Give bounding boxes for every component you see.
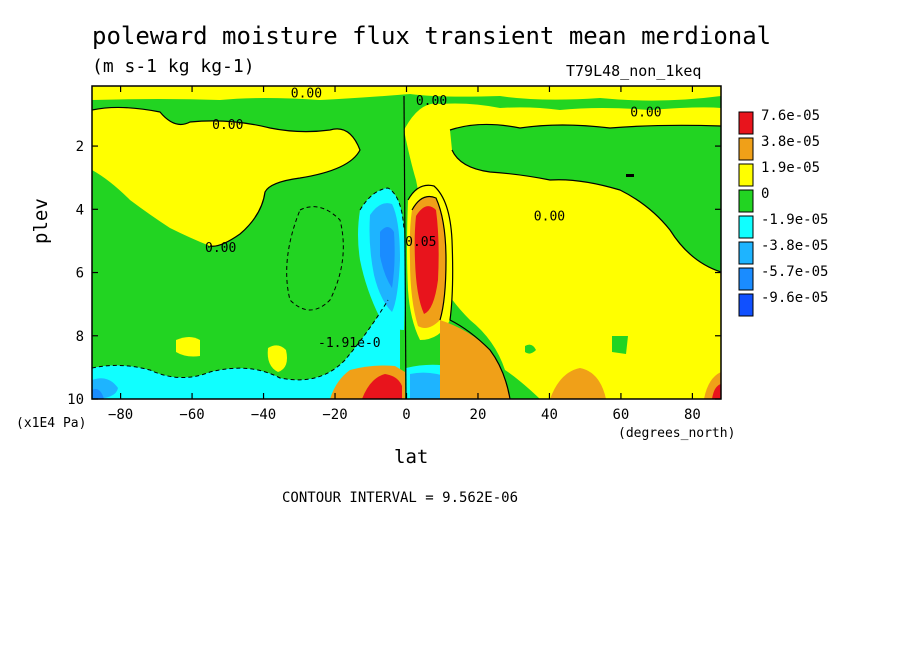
legend-swatch bbox=[738, 293, 754, 317]
legend-swatch bbox=[738, 163, 754, 187]
field-yellow-spot bbox=[267, 345, 287, 372]
contour-label: 0.05 bbox=[405, 235, 436, 250]
contour-lines bbox=[92, 95, 721, 399]
chart-subtitle: (m s-1 kg kg-1) bbox=[92, 56, 255, 77]
legend-swatch bbox=[738, 215, 754, 239]
field-blue-core bbox=[380, 227, 395, 288]
field-red-surface-left bbox=[362, 374, 402, 399]
contour-label: 0.00 bbox=[630, 105, 661, 120]
legend-swatch bbox=[738, 137, 754, 161]
contour-line bbox=[451, 149, 721, 273]
legend-label: -5.7e-05 bbox=[761, 264, 828, 280]
legend-swatch bbox=[738, 267, 754, 291]
field-orange-surface-right bbox=[550, 368, 606, 399]
x-tick-label: −20 bbox=[322, 407, 347, 423]
contour-label: 0.00 bbox=[534, 210, 565, 225]
dashed-contour-line bbox=[92, 299, 389, 381]
contour-label: 0.00 bbox=[291, 86, 322, 101]
run-label: T79L48_non_1keq bbox=[566, 62, 702, 80]
field-blue-corner-deep bbox=[92, 389, 104, 399]
legend-label: 3.8e-05 bbox=[761, 134, 820, 150]
x-ticks: −80 −60 −40 −20 0 20 40 60 80 bbox=[108, 86, 701, 423]
contour-line bbox=[92, 106, 361, 247]
y-tick-label: 8 bbox=[76, 329, 84, 345]
contour-interval-label: CONTOUR INTERVAL = 9.562E-06 bbox=[282, 490, 519, 506]
field-green-dot bbox=[525, 344, 536, 354]
y-ticks: 2 4 6 8 10 bbox=[67, 139, 721, 408]
contour-line bbox=[449, 123, 721, 131]
contour-label: 0.00 bbox=[205, 241, 236, 256]
contour-label: 0.00 bbox=[212, 118, 243, 133]
color-legend: 7.6e-05 3.8e-05 1.9e-05 0 -1.9e-05 -3.8e-05 -5… bbox=[738, 108, 828, 317]
field-yellow-spot bbox=[159, 188, 176, 212]
y-tick-label: 6 bbox=[76, 266, 84, 282]
dashed-contours bbox=[92, 187, 405, 381]
legend-label: 1.9e-05 bbox=[761, 160, 820, 176]
legend-label: -9.6e-05 bbox=[761, 290, 828, 306]
contour-line bbox=[411, 195, 447, 321]
contour-line bbox=[407, 184, 511, 399]
chart-title: poleward moisture flux transient mean me… bbox=[92, 22, 772, 50]
x-axis-label: lat bbox=[394, 446, 429, 468]
x-tick-label: 20 bbox=[470, 407, 487, 423]
field-right-green bbox=[450, 124, 721, 272]
field-green-patch bbox=[612, 336, 628, 354]
x-tick-label: 80 bbox=[684, 407, 701, 423]
legend-label: 0 bbox=[761, 186, 769, 202]
contour-dot bbox=[626, 174, 634, 177]
x-tick-label: 40 bbox=[541, 407, 558, 423]
dashed-contour-line bbox=[359, 187, 405, 231]
x-tick-label: 60 bbox=[613, 407, 630, 423]
field-orange-mid bbox=[440, 320, 510, 399]
field-top-band bbox=[92, 86, 721, 101]
legend-swatch bbox=[738, 111, 754, 135]
y-units-label: (x1E4 Pa) bbox=[16, 416, 87, 431]
x-tick-label: −60 bbox=[179, 407, 204, 423]
field-red-corner bbox=[712, 384, 721, 399]
contour-field bbox=[92, 86, 721, 399]
legend-swatch bbox=[738, 189, 754, 213]
legend-label: -1.9e-05 bbox=[761, 212, 828, 228]
y-tick-label: 2 bbox=[76, 139, 84, 155]
legend-label: -3.8e-05 bbox=[761, 238, 828, 254]
x-units-label: (degrees_north) bbox=[618, 426, 736, 441]
legend-label: 7.6e-05 bbox=[761, 108, 820, 124]
field-left-yellow bbox=[92, 107, 360, 247]
y-tick-label: 4 bbox=[76, 202, 84, 218]
contour-labels: 0.00 0.00 0.00 0.00 0.00 0.00 -1.91e-0 0.05 bbox=[205, 86, 662, 351]
field-yellow-spot bbox=[176, 337, 200, 357]
field-red-core bbox=[414, 206, 439, 314]
contour-line bbox=[403, 95, 407, 399]
x-tick-label: −40 bbox=[251, 407, 276, 423]
legend-swatch bbox=[738, 241, 754, 265]
y-tick-label: 10 bbox=[67, 392, 84, 408]
contour-label: 0.00 bbox=[416, 94, 447, 109]
x-tick-label: 0 bbox=[402, 407, 410, 423]
contour-label: -1.91e-0 bbox=[318, 336, 381, 351]
x-tick-label: −80 bbox=[108, 407, 133, 423]
dashed-contour-line bbox=[286, 206, 344, 311]
